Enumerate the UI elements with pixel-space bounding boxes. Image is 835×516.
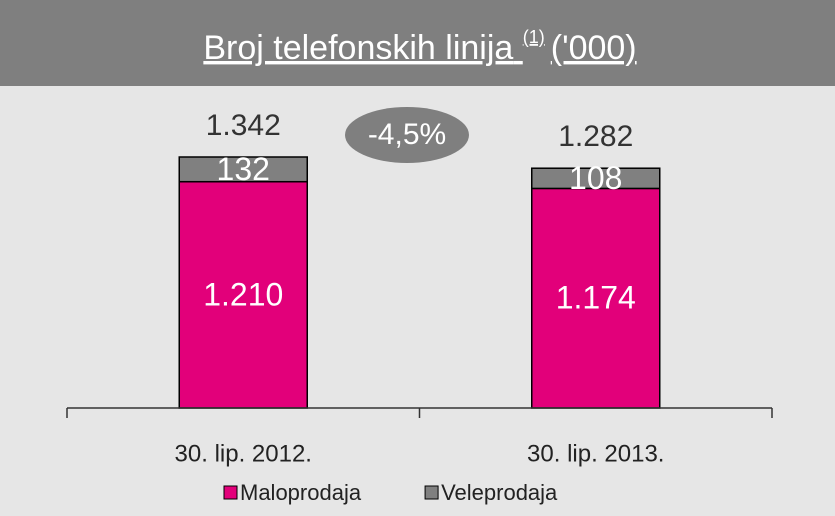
legend-swatch — [424, 485, 439, 500]
bar-segment — [178, 156, 308, 183]
legend-label: Maloprodaja — [240, 480, 362, 505]
segment-label: 132 — [217, 151, 270, 187]
total-label: 1.342 — [206, 109, 281, 142]
x-tick-label: 30. lip. 2013. — [527, 440, 664, 467]
title-unit: ('000) — [551, 29, 637, 67]
bar-segment — [531, 167, 661, 190]
total-label: 1.282 — [558, 120, 633, 153]
chart-title: Broj telefonskih linija (1) ('000) — [203, 27, 636, 67]
bar-segment — [531, 187, 661, 409]
segment-label: 1.210 — [203, 276, 283, 312]
bar-segment — [178, 180, 308, 409]
title-note: (1) — [523, 27, 545, 47]
segment-label: 1.174 — [556, 280, 636, 316]
annotation: -4,5% — [368, 118, 446, 151]
segment-label: 108 — [569, 160, 622, 196]
legend-label: Veleprodaja — [441, 480, 558, 505]
change-badge — [345, 107, 469, 163]
x-tick-label: 30. lip. 2012. — [175, 440, 312, 467]
title-band — [0, 0, 835, 86]
legend-swatch — [223, 485, 238, 500]
title-main: Broj telefonskih linija — [203, 29, 513, 67]
